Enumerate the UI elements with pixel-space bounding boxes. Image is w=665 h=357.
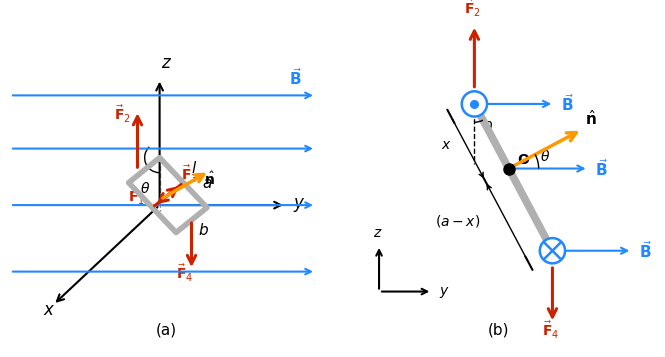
Text: $x$: $x$ [43,301,56,319]
Text: $y$: $y$ [293,196,305,215]
Text: $\vec{\mathbf{F}}_1$: $\vec{\mathbf{F}}_1$ [128,186,145,207]
Text: $\theta$: $\theta$ [483,120,493,135]
Text: $\vec{\mathbf{B}}$: $\vec{\mathbf{B}}$ [561,94,573,114]
Text: $\vec{\mathbf{B}}$: $\vec{\mathbf{B}}$ [639,240,652,261]
Text: $b$: $b$ [198,222,209,238]
Text: $\vec{\mathbf{F}}_4$: $\vec{\mathbf{F}}_4$ [542,320,559,341]
Text: $\vec{\mathbf{F}}_2$: $\vec{\mathbf{F}}_2$ [114,104,131,125]
Text: $\vec{\mathbf{F}}_3$: $\vec{\mathbf{F}}_3$ [182,164,198,185]
Text: $z$: $z$ [161,54,172,72]
Text: $\hat{\mathbf{n}}$: $\hat{\mathbf{n}}$ [203,171,215,188]
Text: $\theta$: $\theta$ [140,181,150,196]
Text: (b): (b) [488,323,509,338]
Text: $\vec{\mathbf{B}}$: $\vec{\mathbf{B}}$ [289,67,302,89]
Text: $(a-x)$: $(a-x)$ [435,213,481,229]
Text: $\vec{\mathbf{B}}$: $\vec{\mathbf{B}}$ [595,158,608,179]
Text: $\theta$: $\theta$ [540,149,551,164]
Circle shape [540,238,565,263]
Text: (a): (a) [156,323,177,338]
Circle shape [462,91,487,117]
Text: $a$: $a$ [201,176,212,191]
Text: $z$: $z$ [372,226,382,240]
Text: $\hat{\mathbf{n}}$: $\hat{\mathbf{n}}$ [585,109,597,127]
Text: $\vec{\mathbf{F}}_4$: $\vec{\mathbf{F}}_4$ [176,263,194,284]
Text: $\vec{\mathbf{F}}_2$: $\vec{\mathbf{F}}_2$ [464,0,481,19]
Text: $l$: $l$ [191,160,197,176]
Text: $y$: $y$ [439,285,450,300]
Text: O: O [517,152,529,166]
Text: $x$: $x$ [441,138,452,152]
